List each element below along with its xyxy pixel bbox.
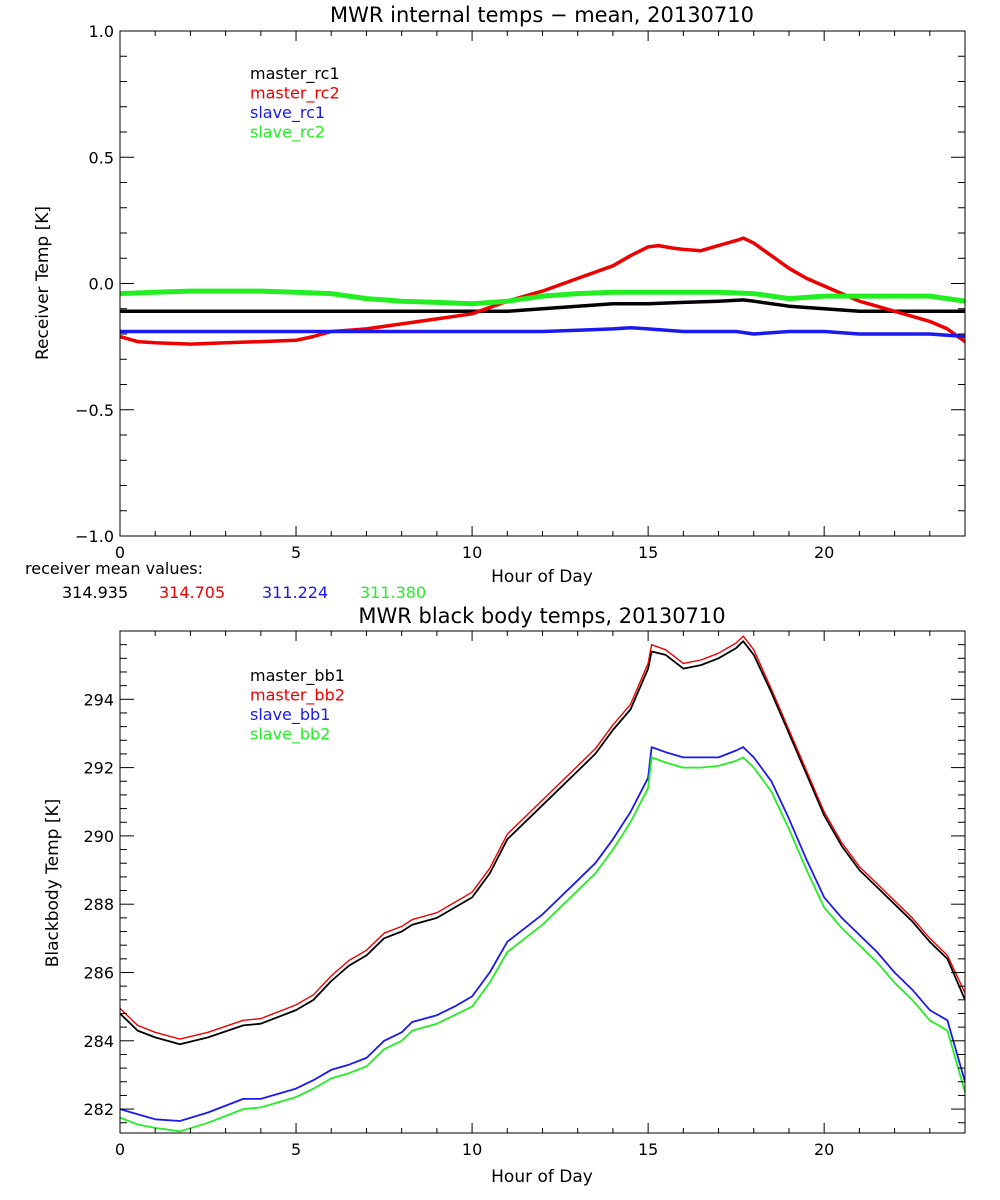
series-line-slave-bb2 bbox=[120, 756, 965, 1133]
x-tick-label: 20 bbox=[814, 1140, 834, 1159]
y-tick-label: −0.5 bbox=[75, 401, 114, 420]
y-tick-label: 294 bbox=[83, 690, 114, 709]
receiver-temp-chart: MWR internal temps − mean, 20130710 0 5 10… bbox=[25, 3, 966, 602]
y-tick-label: 292 bbox=[83, 759, 114, 778]
mean-value-slave-rc1: 311.224 bbox=[262, 583, 328, 602]
mean-values: receiver mean values: 314.935 314.705 31… bbox=[25, 559, 426, 602]
mean-values-label: receiver mean values: bbox=[25, 559, 203, 578]
x-tick-label: 10 bbox=[462, 1140, 482, 1159]
x-axis-label: Hour of Day bbox=[491, 567, 593, 587]
y-axis-label: Blackbody Temp [K] bbox=[43, 799, 63, 968]
legend-entry-slave-bb1: slave_bb1 bbox=[250, 705, 330, 725]
series-group bbox=[120, 635, 965, 1133]
legend-entry-slave-rc1: slave_rc1 bbox=[250, 103, 325, 123]
legend-entry-master-rc1: master_rc1 bbox=[250, 64, 340, 84]
legend-entry-master-rc2: master_rc2 bbox=[250, 84, 340, 104]
series-line-slave-rc2 bbox=[120, 288, 965, 307]
plot-area: 0 5 10 15 20 282 284 286 288 290 292 294 master_bb1m… bbox=[83, 630, 966, 1159]
x-tick-label: 20 bbox=[814, 543, 834, 562]
series-line-slave-rc1 bbox=[120, 325, 965, 339]
series-line-master-bb2 bbox=[120, 635, 965, 1040]
series-group bbox=[120, 236, 965, 346]
legend-entry-master-bb1: master_bb1 bbox=[250, 666, 345, 686]
y-tick-label: 286 bbox=[83, 963, 114, 982]
mean-value-master-rc2: 314.705 bbox=[159, 583, 225, 602]
mean-value-master-rc1: 314.935 bbox=[62, 583, 128, 602]
y-tick-label: 1.0 bbox=[89, 22, 114, 41]
series-line-slave-bb1 bbox=[120, 746, 965, 1122]
blackbody-temp-chart: MWR black body temps, 20130710 0 5 10 15 20 2… bbox=[43, 604, 966, 1187]
x-tick-label: 5 bbox=[291, 1140, 301, 1159]
x-tick-label: 15 bbox=[638, 1140, 658, 1159]
x-tick-label: 5 bbox=[291, 543, 301, 562]
y-tick-label: 290 bbox=[83, 827, 114, 846]
series-line-master-bb1 bbox=[120, 640, 965, 1046]
series-line-master-rc1 bbox=[120, 298, 965, 314]
chart-title: MWR black body temps, 20130710 bbox=[358, 604, 725, 628]
plot-area: 0 5 10 15 20 −1.0 −0.5 0.0 0.5 1.0 master_rc1maste… bbox=[75, 22, 966, 562]
legend-entry-master-bb2: master_bb2 bbox=[250, 686, 345, 706]
x-tick-label: 15 bbox=[638, 543, 658, 562]
y-tick-label: −1.0 bbox=[75, 527, 114, 546]
chart-title: MWR internal temps − mean, 20130710 bbox=[330, 3, 754, 27]
legend-entry-slave-rc2: slave_rc2 bbox=[250, 123, 325, 143]
y-tick-label: 0.0 bbox=[89, 275, 114, 294]
y-tick-label: 282 bbox=[83, 1100, 114, 1119]
legend-entry-slave-bb2: slave_bb2 bbox=[250, 725, 330, 745]
x-tick-label: 0 bbox=[115, 1140, 125, 1159]
mean-value-slave-rc2: 311.380 bbox=[360, 583, 426, 602]
x-axis-label: Hour of Day bbox=[491, 1167, 593, 1187]
x-tick-label: 10 bbox=[462, 543, 482, 562]
y-axis-label: Receiver Temp [K] bbox=[33, 206, 53, 360]
x-tick-label: 0 bbox=[115, 543, 125, 562]
y-tick-label: 284 bbox=[83, 1032, 114, 1051]
y-tick-label: 288 bbox=[83, 895, 114, 914]
y-tick-label: 0.5 bbox=[89, 148, 114, 167]
